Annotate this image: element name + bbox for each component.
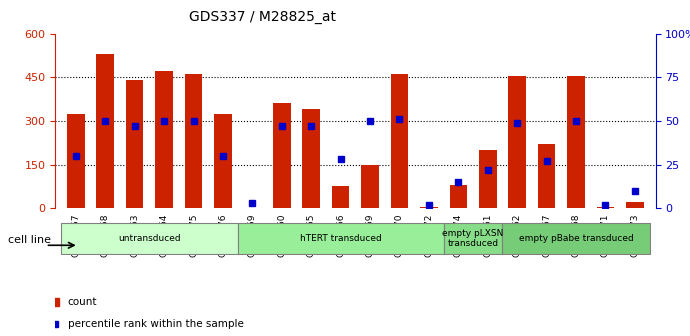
FancyBboxPatch shape (444, 223, 502, 254)
Bar (362, 165, 379, 208)
Text: hTERT transduced: hTERT transduced (299, 234, 382, 243)
Bar (509, 76, 526, 208)
Bar (185, 74, 202, 208)
Text: untransduced: untransduced (118, 234, 181, 243)
Bar (214, 114, 232, 208)
Bar (567, 76, 585, 208)
Bar (391, 74, 408, 208)
Bar (597, 207, 614, 208)
Text: GDS337 / M28825_at: GDS337 / M28825_at (188, 10, 336, 24)
Text: empty pBabe transduced: empty pBabe transduced (519, 234, 633, 243)
FancyBboxPatch shape (61, 223, 237, 254)
Bar (538, 144, 555, 208)
Bar (126, 80, 144, 208)
Bar (67, 114, 85, 208)
Bar (626, 203, 644, 208)
Bar (155, 72, 173, 208)
Text: count: count (68, 297, 97, 307)
Bar (420, 207, 437, 208)
Bar (332, 186, 349, 208)
Bar (302, 109, 320, 208)
FancyBboxPatch shape (502, 223, 649, 254)
Bar (479, 150, 497, 208)
Text: percentile rank within the sample: percentile rank within the sample (68, 319, 244, 329)
Text: empty pLXSN
transduced: empty pLXSN transduced (442, 229, 504, 248)
Bar (449, 185, 467, 208)
FancyBboxPatch shape (237, 223, 444, 254)
Bar (273, 103, 290, 208)
Bar (97, 54, 114, 208)
Text: cell line: cell line (8, 235, 51, 245)
